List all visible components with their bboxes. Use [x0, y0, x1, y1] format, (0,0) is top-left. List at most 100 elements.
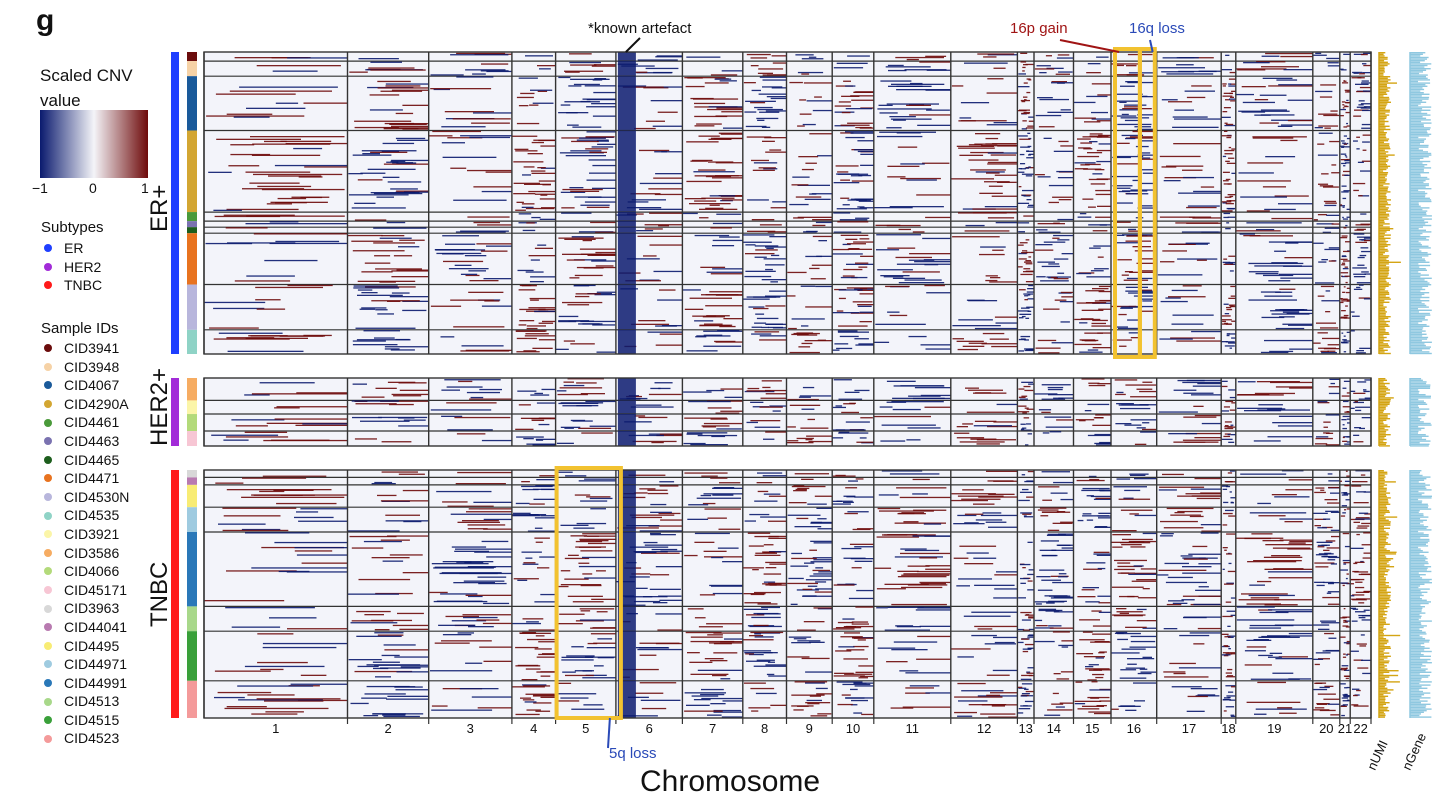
ngene-bar: [1410, 207, 1430, 209]
cnv-streak: [857, 289, 874, 291]
numi-bar: [1379, 244, 1391, 246]
cnv-streak: [1057, 177, 1074, 179]
cnv-streak: [1238, 172, 1274, 174]
cnv-streak: [1115, 202, 1133, 204]
numi-bar: [1379, 76, 1391, 78]
cnv-streak: [595, 251, 616, 254]
cnv-streak: [809, 267, 820, 270]
cnv-streak: [520, 92, 535, 95]
cnv-streak: [1342, 291, 1346, 293]
sample-legend-label: CID4471: [64, 470, 120, 487]
cnv-streak: [715, 162, 743, 164]
cnv-streak: [1244, 650, 1266, 652]
cnv-streak: [1130, 419, 1157, 421]
cnv-streak: [1124, 271, 1133, 273]
sample-legend-label: CID44971: [64, 656, 128, 673]
cnv-streak: [1343, 653, 1346, 655]
numi-bar: [1379, 559, 1391, 561]
cnv-streak: [1356, 491, 1366, 493]
artefact-band: [617, 329, 636, 354]
cnv-streak: [1343, 165, 1346, 167]
cnv-streak: [522, 618, 544, 620]
cnv-streak: [1157, 274, 1203, 276]
numi-bar: [1379, 646, 1391, 648]
cnv-streak: [917, 606, 951, 608]
cnv-streak: [1021, 100, 1026, 103]
cnv-streak: [568, 85, 582, 87]
cnv-streak: [1041, 384, 1071, 386]
ngene-bar: [1410, 497, 1432, 499]
cnv-streak: [790, 603, 798, 605]
cnv-streak: [791, 705, 814, 707]
cnv-streak: [1079, 639, 1105, 641]
cnv-streak: [1259, 122, 1279, 124]
cnv-streak: [977, 628, 993, 630]
sample-bar: [187, 130, 197, 213]
cnv-streak: [585, 136, 615, 138]
cnv-streak: [483, 528, 512, 530]
legend-dot-icon: [44, 548, 52, 557]
cnv-streak: [1084, 121, 1101, 123]
ngene-bar: [1410, 61, 1421, 63]
ngene-bar: [1410, 379, 1423, 381]
cnv-streak: [1221, 438, 1233, 440]
cnv-streak: [743, 298, 770, 300]
ngene-bar: [1410, 87, 1423, 89]
cnv-streak: [1190, 488, 1222, 490]
cnv-streak: [242, 188, 305, 190]
cnv-streak: [1322, 337, 1340, 340]
cnv-streak: [1353, 392, 1366, 394]
cnv-streak: [982, 332, 1005, 335]
ngene-bar: [1410, 625, 1427, 627]
cnv-streak: [644, 224, 683, 226]
numi-bar: [1379, 408, 1386, 410]
cnv-streak: [913, 397, 951, 400]
cnv-streak: [538, 339, 556, 341]
cnv-streak: [853, 637, 874, 639]
cnv-streak: [1095, 216, 1111, 218]
cnv-streak: [244, 431, 288, 433]
cnv-streak: [1167, 576, 1193, 579]
cnv-streak: [1221, 385, 1228, 388]
ngene-bar: [1410, 395, 1431, 397]
cnv-streak: [1346, 441, 1351, 443]
cnv-streak: [565, 674, 594, 677]
cnv-streak: [1224, 636, 1231, 638]
cnv-streak: [1328, 582, 1334, 585]
cnv-streak: [516, 351, 540, 353]
cnv-streak: [639, 208, 683, 210]
cnv-streak: [1099, 441, 1111, 444]
cnv-streak: [1246, 646, 1267, 648]
sample-legend-item: CID3963: [44, 599, 129, 618]
cnv-streak: [1095, 526, 1108, 528]
cnv-streak: [751, 219, 775, 221]
legend-dot-icon: [44, 281, 52, 290]
ngene-bar: [1410, 186, 1426, 188]
ngene-bar: [1410, 306, 1429, 308]
cnv-streak: [719, 236, 740, 238]
cnv-streak: [1317, 295, 1325, 297]
numi-bar: [1379, 670, 1399, 672]
cnv-streak: [557, 393, 588, 396]
cnv-streak: [842, 275, 855, 277]
cnv-streak: [563, 384, 585, 387]
cnv-streak: [797, 216, 832, 218]
cnv-streak: [226, 113, 273, 115]
numi-bar: [1379, 554, 1386, 557]
ngene-bar: [1410, 662, 1432, 664]
cnv-streak: [1236, 68, 1287, 70]
cnv-streak: [686, 350, 718, 352]
cnv-streak: [754, 591, 781, 594]
numi-bar: [1379, 662, 1389, 664]
cnv-streak: [1340, 683, 1346, 685]
cnv-streak: [450, 513, 512, 515]
cnv-streak: [524, 335, 555, 337]
cnv-streak: [1326, 57, 1340, 60]
cnv-streak: [832, 349, 840, 351]
cnv-streak: [1342, 625, 1349, 627]
cnv-streak: [1094, 526, 1111, 528]
cnv-streak: [805, 682, 825, 684]
cnv-streak: [567, 124, 579, 126]
ngene-bar: [1410, 330, 1426, 332]
ngene-bar: [1410, 322, 1419, 324]
